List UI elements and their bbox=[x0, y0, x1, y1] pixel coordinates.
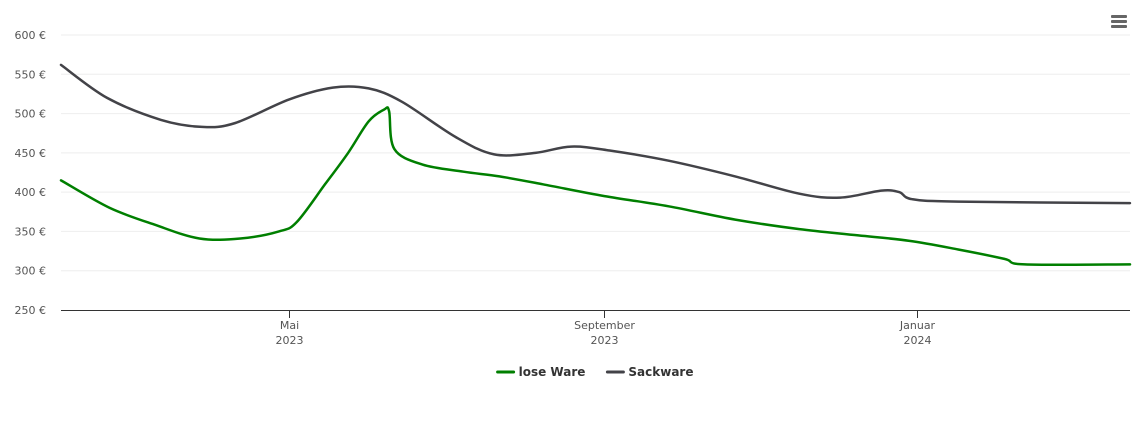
y-tick-label: 600 € bbox=[15, 29, 47, 42]
x-axis: Mai 2023 September 2023 Januar 2024 bbox=[61, 310, 1130, 347]
y-tick-label: 400 € bbox=[15, 186, 47, 199]
series-line-1[interactable] bbox=[59, 63, 1132, 205]
y-tick-label: 550 € bbox=[15, 68, 47, 81]
x-tick-label: Januar 2024 bbox=[899, 319, 936, 347]
y-tick-label: 450 € bbox=[15, 147, 47, 160]
grid bbox=[61, 34, 1130, 272]
y-tick-label: 350 € bbox=[15, 225, 47, 238]
x-tick-label: Mai 2023 bbox=[276, 319, 304, 347]
legend-label: Sackware bbox=[628, 365, 693, 379]
legend-label: lose Ware bbox=[519, 365, 586, 379]
legend-item-0[interactable]: lose Ware bbox=[496, 365, 586, 379]
plot-area bbox=[59, 63, 1132, 267]
legend: lose Ware Sackware bbox=[496, 365, 693, 379]
y-tick-label: 300 € bbox=[15, 265, 47, 278]
legend-item-1[interactable]: Sackware bbox=[605, 365, 693, 379]
y-axis: 250 € 300 € 350 € 400 € 450 € 500 € 550 € 600 € bbox=[15, 29, 47, 317]
series-line-0[interactable] bbox=[59, 106, 1132, 267]
hamburger-menu-icon[interactable] bbox=[1106, 12, 1132, 34]
y-tick-label: 500 € bbox=[15, 108, 47, 121]
y-tick-label: 250 € bbox=[15, 304, 47, 317]
x-tick-label: September 2023 bbox=[574, 319, 635, 347]
